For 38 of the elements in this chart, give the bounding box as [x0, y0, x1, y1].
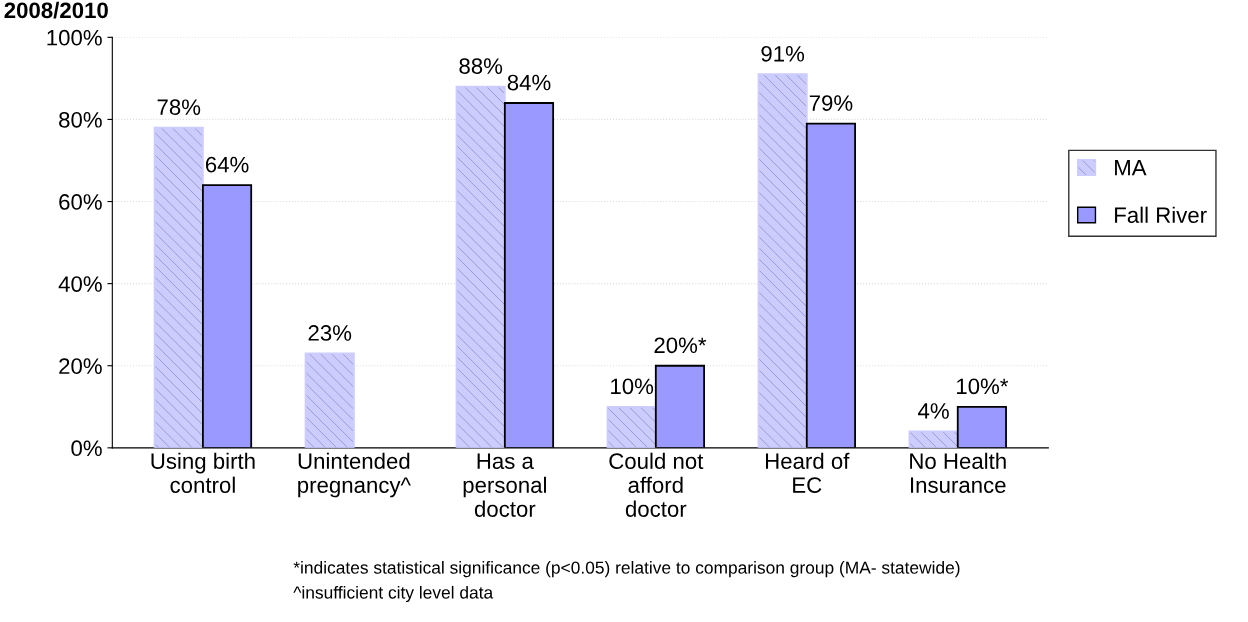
data-label: 78% — [157, 99, 201, 116]
text: *indicates statistical significance (p<0.05) relative to comparison group (MA- statewide) — [293, 561, 960, 578]
x-tick-label: Using birth control — [151, 452, 255, 493]
y-tick-label: 0% — [71, 440, 102, 457]
data-label: 10%* — [957, 378, 1009, 395]
legend-label: Fall River — [1115, 206, 1207, 223]
y-tick-label: 40% — [58, 276, 102, 292]
y-tick-label: 20% — [59, 358, 102, 375]
bar — [805, 122, 856, 448]
bar — [201, 184, 253, 448]
bar — [503, 102, 555, 448]
data-label: 23% — [308, 325, 352, 341]
chart-title: 2008/2010 — [4, 1, 108, 19]
bar — [757, 73, 808, 448]
x-tick-label: Has a personal doctor — [463, 453, 546, 517]
x-tick-label: No Health Insurance — [910, 452, 1006, 493]
data-label: 64% — [205, 156, 249, 173]
bar — [304, 352, 355, 448]
data-label: 84% — [507, 74, 551, 91]
y-tick-label: 60% — [59, 194, 102, 210]
bar — [153, 126, 204, 448]
data-label: 10% — [611, 378, 654, 395]
x-tick-label: Heard of EC — [765, 452, 850, 493]
data-label: 4% — [918, 403, 949, 419]
bar — [455, 85, 506, 448]
x-tick-label: Unintended pregnancy^ — [298, 452, 411, 498]
y-tick-label: 80% — [59, 111, 102, 128]
bar — [956, 405, 1007, 448]
bar — [606, 405, 657, 448]
legend-label: MA — [1115, 160, 1147, 176]
y-tick-label: 100% — [47, 29, 102, 46]
data-label: 91% — [761, 45, 805, 62]
x-tick-label: Could not afford doctor — [609, 452, 704, 517]
bar — [654, 364, 706, 448]
data-label: 20%* — [654, 337, 707, 354]
data-label: 79% — [809, 95, 853, 111]
data-label: 88% — [459, 58, 503, 74]
text: ^insufficient city level data — [293, 585, 494, 603]
